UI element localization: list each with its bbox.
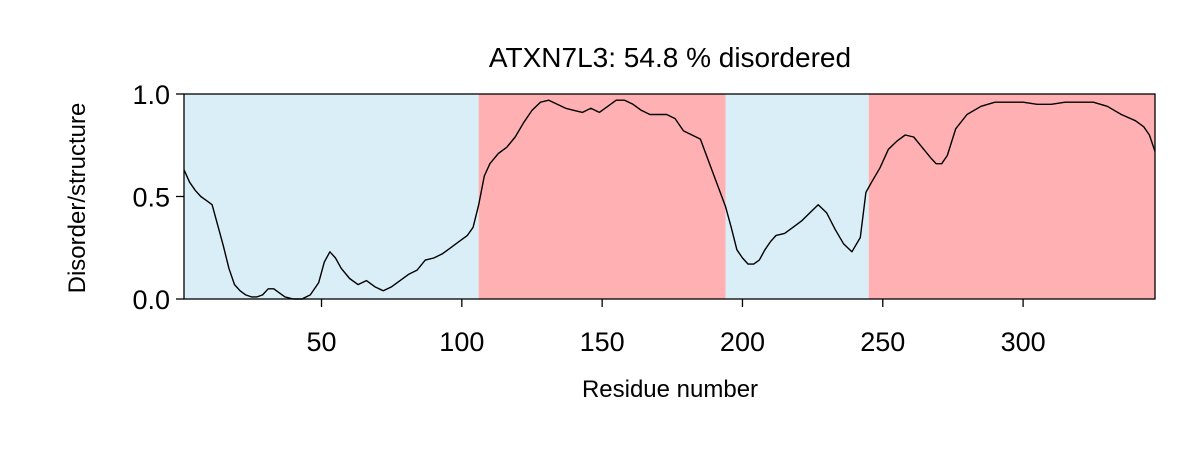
region-bands bbox=[184, 94, 1155, 299]
region-structured-2 bbox=[725, 94, 869, 299]
x-tick-label: 300 bbox=[1001, 327, 1046, 357]
y-tick-label: 1.0 bbox=[132, 80, 170, 110]
chart-title: ATXN7L3: 54.8 % disordered bbox=[489, 42, 851, 73]
x-tick-label: 200 bbox=[720, 327, 765, 357]
y-axis-label: Disorder/structure bbox=[64, 103, 91, 294]
series-group bbox=[183, 99, 1156, 300]
x-axis-ticks: 50 100 150 200 250 300 bbox=[306, 299, 1046, 357]
region-disordered-1 bbox=[478, 94, 726, 299]
x-tick-label: 50 bbox=[306, 327, 336, 357]
y-tick-label: 0.5 bbox=[132, 183, 170, 213]
x-tick-label: 100 bbox=[439, 327, 484, 357]
region-structured-0 bbox=[184, 94, 479, 299]
x-axis-label: Residue number bbox=[582, 376, 758, 403]
x-tick-label: 150 bbox=[580, 327, 625, 357]
region-disordered-3 bbox=[868, 94, 1155, 299]
disorder-series-line-0 bbox=[183, 99, 1156, 300]
y-tick-label: 0.0 bbox=[132, 285, 170, 315]
x-tick-label: 250 bbox=[860, 327, 905, 357]
y-axis-ticks: 0.0 0.5 1.0 bbox=[132, 80, 184, 315]
